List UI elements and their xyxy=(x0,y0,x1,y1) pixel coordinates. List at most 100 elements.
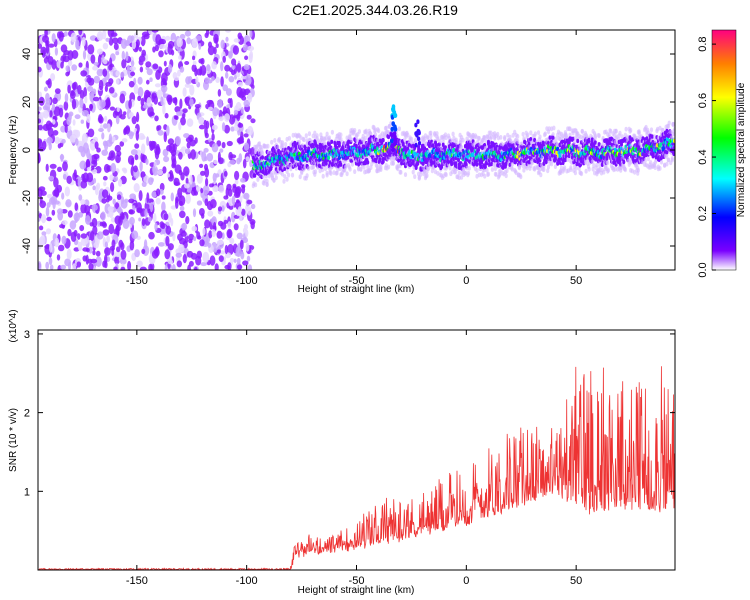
spectrogram-cell xyxy=(245,156,250,162)
spectrogram-cell xyxy=(102,58,108,65)
spectrogram-cell xyxy=(387,164,391,170)
spectrogram-cell xyxy=(237,122,244,128)
spectrogram-cell xyxy=(447,159,450,164)
spectrogram-cell xyxy=(325,131,329,137)
spectrogram-cell xyxy=(115,115,120,125)
spectrogram-cell xyxy=(209,199,217,209)
spectrogram-cell xyxy=(73,169,77,178)
spectrogram-cell xyxy=(99,221,104,227)
spectrogram-cell xyxy=(155,143,160,155)
spectrogram-cell xyxy=(38,66,42,73)
spectrogram-cell xyxy=(73,212,81,222)
spectrogram-cell xyxy=(397,126,401,132)
spectrogram-cell xyxy=(158,242,165,247)
spectrogram-cell xyxy=(618,130,622,136)
spectrogram-cell xyxy=(499,135,503,140)
spectrogram-cell xyxy=(287,135,291,141)
spectrogram-cell xyxy=(68,111,74,117)
spectrogram-cell xyxy=(184,183,190,189)
spectrogram-cell xyxy=(240,106,244,114)
spectrogram-cell xyxy=(504,173,508,179)
spectrogram-cell xyxy=(218,116,224,121)
spectrogram-cell xyxy=(123,126,130,135)
spectrogram-cell xyxy=(359,166,363,172)
spectrogram-cell xyxy=(242,158,247,169)
spectrogram-cell xyxy=(103,181,107,187)
spectrogram-cell xyxy=(86,172,94,183)
spectrogram-cell xyxy=(154,83,161,88)
spectrogram-cell xyxy=(227,229,232,239)
spectrogram-cell xyxy=(180,116,186,126)
spectrogram-cell xyxy=(46,43,50,54)
spectrogram-cell xyxy=(236,264,243,270)
spectrogram-cell xyxy=(203,80,209,91)
spectrogram-cell xyxy=(579,171,584,177)
spectrogram-cell xyxy=(81,36,86,47)
spectrogram-cell xyxy=(206,152,214,162)
spectrogram-cell xyxy=(49,110,53,118)
spectrogram-cell xyxy=(220,61,224,72)
spectrogram-cell xyxy=(118,215,123,226)
spectrogram-cell xyxy=(304,133,308,139)
spectrogram-cell xyxy=(115,78,120,85)
spectrogram-cell xyxy=(229,237,235,245)
spectrogram-cell xyxy=(234,179,239,185)
spectrogram-cell xyxy=(538,134,542,140)
spectrogram-cell xyxy=(225,187,229,198)
spectrogram-cell xyxy=(410,136,414,142)
spectrogram-cell xyxy=(551,135,555,141)
spectrogram-cell xyxy=(79,225,85,232)
spectrogram-cell xyxy=(189,139,196,147)
spectrogram-cell xyxy=(38,124,43,131)
spectrogram-cell xyxy=(256,177,260,182)
spectrogram-cell xyxy=(141,248,146,255)
spectrogram-cell xyxy=(67,228,72,237)
spectrogram-cell xyxy=(285,169,289,174)
spectrogram-cell xyxy=(440,146,444,152)
spectrogram-cell xyxy=(173,76,180,82)
spectrogram-cell xyxy=(102,68,108,77)
spectrogram-cell xyxy=(41,231,47,236)
spectrogram-cell xyxy=(64,258,71,267)
spectrogram-cell xyxy=(120,71,125,78)
spectrogram-cell xyxy=(229,257,235,263)
spectrogram-cell xyxy=(479,164,483,169)
spectrogram-cell xyxy=(49,163,57,169)
spectrogram-cell xyxy=(200,187,204,194)
spectrogram-cell xyxy=(546,168,550,174)
spectrogram-cell xyxy=(145,158,149,165)
spectrogram-cell xyxy=(236,157,241,165)
spectrogram-cell xyxy=(174,106,181,113)
spectrogram-cell xyxy=(223,195,229,200)
spectrogram-cell xyxy=(490,167,494,172)
spectrogram-cell xyxy=(155,188,161,197)
spectrogram-cell xyxy=(633,169,637,175)
spectrogram-cell xyxy=(578,146,582,152)
spectrogram-cell xyxy=(218,255,224,262)
spectrogram-cell xyxy=(39,196,43,204)
spectrogram-cell xyxy=(228,50,233,59)
spectrogram-cell xyxy=(192,208,197,218)
spectrogram-cell xyxy=(126,64,130,76)
spectrogram-cell xyxy=(311,143,315,148)
spectrogram-cell xyxy=(227,221,232,229)
spectrogram-cell xyxy=(141,181,147,187)
spectrogram-cell xyxy=(218,157,224,165)
spectrogram-cell xyxy=(214,263,219,270)
spectrogram-cell xyxy=(452,147,456,153)
spectrogram-cell xyxy=(152,46,156,53)
spectrogram-cell xyxy=(104,254,108,264)
spectrogram-cell xyxy=(62,161,68,172)
spectrogram-cell xyxy=(417,176,421,181)
spectrogram-cell xyxy=(369,131,373,137)
spectrogram-cell xyxy=(547,126,551,132)
spectrogram-cell xyxy=(486,171,491,177)
spectrogram-cell xyxy=(465,165,469,171)
spectrogram-cell xyxy=(207,210,214,217)
spectrogram-cell xyxy=(496,131,500,137)
spectrogram-cell xyxy=(151,30,159,33)
spectrogram-cell xyxy=(175,136,181,146)
spectrogram-cell xyxy=(101,198,107,204)
spectrogram-cell xyxy=(179,33,186,40)
spectrogram-cell xyxy=(399,169,403,175)
